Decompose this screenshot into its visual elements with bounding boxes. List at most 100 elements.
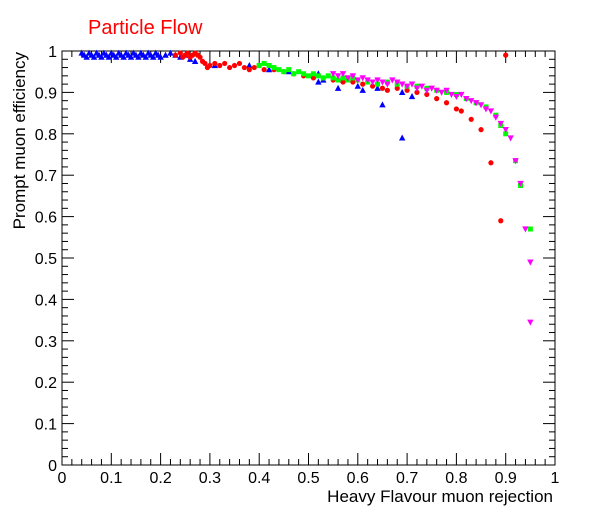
data-point [527,226,533,232]
y-tick-label: 0.3 [35,334,57,351]
y-tick-label: 0.6 [35,210,57,227]
data-point [271,65,277,71]
data-point [241,64,248,71]
y-tick-label: 0.7 [35,168,57,185]
data-point [349,73,357,80]
data-point [463,96,470,103]
data-point [374,84,381,91]
data-point [398,81,406,88]
data-point [458,91,465,98]
data-point [350,79,356,85]
data-point [83,53,90,60]
data-point [503,131,509,137]
data-point [335,77,341,83]
data-point [423,87,431,94]
x-axis: 0 0.1 0.2 0.3 0.4 0.5 0.6 0.7 0.8 0.9 1 [58,51,560,487]
data-point [458,108,464,114]
data-point [487,108,495,115]
data-point [502,127,509,134]
data-point [320,75,326,81]
data-point [301,71,307,77]
series-2-square [256,60,533,232]
data-point [375,81,381,87]
data-point [434,96,440,102]
data-point [315,78,322,85]
data-point [329,71,337,78]
data-point [527,259,534,266]
data-point [98,53,105,60]
data-point [379,79,386,86]
data-point [394,85,400,91]
data-point [453,106,459,112]
data-point [339,71,347,78]
y-tick-label: 0.8 [35,127,57,144]
data-point [478,127,484,133]
data-point [256,62,262,68]
data-point [453,93,460,101]
data-point [354,82,361,89]
data-point [167,49,174,56]
x-tick-label: 0 [58,470,67,487]
data-point [443,87,450,94]
y-axis-label: Prompt muon efficiency [10,52,29,230]
data-point [477,102,485,109]
data-point [492,114,500,121]
series-0-triangle-up [78,49,416,141]
data-point [488,160,494,166]
data-point [306,73,311,79]
data-point [433,87,440,94]
data-point [398,134,406,141]
y-axis: 0 0.1 0.2 0.3 0.4 0.5 0.6 0.7 0.8 0.9 1 [35,44,555,475]
data-point [185,50,191,56]
data-point [251,64,257,71]
data-point [379,101,386,108]
data-point [135,53,142,60]
data-point [340,79,346,85]
x-axis-label: Heavy Flavour muon rejection [327,487,553,506]
data-point [310,71,316,77]
y-tick-label: 0.1 [35,417,57,434]
x-tick-label: 0.7 [396,470,418,487]
y-tick-label: 1 [48,44,57,61]
data-point [408,81,416,88]
data-point [90,53,98,60]
y-tick-label: 0.4 [35,292,57,309]
x-tick-label: 0.3 [199,470,221,487]
data-points [78,49,534,326]
data-point [266,62,272,68]
data-point [120,53,127,60]
data-point [202,60,208,67]
data-point [394,79,401,86]
data-point [231,62,238,69]
data-point [142,53,150,60]
data-point [191,57,199,64]
data-point [325,73,331,79]
data-point [482,106,490,113]
data-point [291,71,297,77]
data-point [261,67,267,73]
data-point [265,66,273,73]
data-point [212,60,218,67]
data-point [438,89,445,96]
data-point [503,52,509,58]
data-point [330,75,336,81]
x-tick-label: 0.4 [248,470,270,487]
data-point [424,91,430,98]
data-point [172,52,178,58]
data-point [398,88,406,95]
data-point [334,73,342,80]
y-tick-label: 0.2 [35,375,57,392]
data-point [522,226,529,233]
data-point [236,60,243,67]
x-tick-label: 0.2 [149,470,171,487]
plot-frame [61,50,556,466]
data-point [197,54,203,60]
data-point [359,75,366,82]
chart-title: Particle Flow [88,17,203,39]
data-point [261,60,267,66]
data-point [418,83,426,90]
data-point [448,91,455,98]
data-point [286,67,292,73]
data-point [374,77,381,84]
